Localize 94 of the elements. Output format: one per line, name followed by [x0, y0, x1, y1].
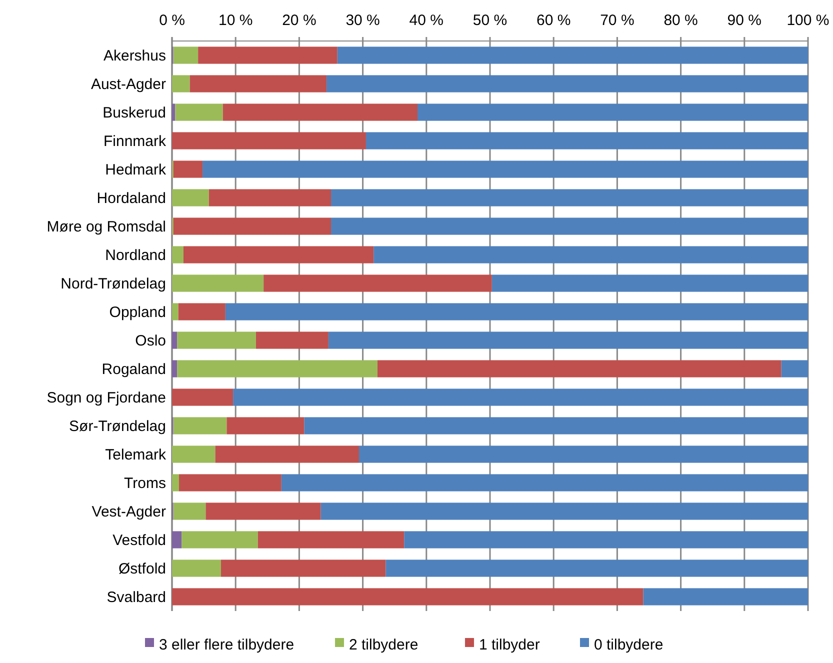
bar	[173, 502, 206, 520]
bar	[256, 332, 328, 349]
y-tick-label: Finnmark	[103, 133, 166, 150]
bar	[643, 588, 808, 606]
x-tick-label: 100 %	[786, 12, 830, 29]
bar	[337, 46, 808, 64]
bar	[175, 104, 223, 121]
bar	[178, 474, 282, 492]
y-tick-label: Troms	[124, 475, 166, 492]
x-tick-label: 50 %	[472, 12, 508, 29]
bar	[172, 446, 216, 463]
legend-label: 1 tilbyder	[479, 636, 540, 654]
bar	[172, 560, 221, 577]
bar	[304, 417, 808, 434]
bar	[281, 474, 808, 492]
bar	[190, 75, 327, 92]
legend-label: 2 tilbydere	[349, 636, 418, 654]
y-tick-label: Vestfold	[112, 532, 166, 549]
y-tick-label: Oppland	[109, 304, 166, 321]
bar	[172, 332, 178, 349]
y-tick-label: Nord-Trøndelag	[60, 276, 166, 292]
x-tick-label: 80 %	[664, 12, 698, 29]
bar	[366, 132, 808, 150]
y-tick-label: Sør-Trøndelag	[69, 418, 166, 435]
legend-label: 3 eller flere tilbydere	[159, 636, 294, 654]
bar	[172, 303, 178, 320]
bar	[222, 104, 418, 121]
bar	[198, 46, 338, 64]
bar	[404, 531, 808, 548]
bar	[320, 502, 808, 520]
x-tick-label: 70 %	[600, 12, 634, 29]
bar	[358, 446, 808, 463]
y-tick-label: Vest-Agder	[92, 504, 166, 520]
bar	[331, 218, 808, 235]
x-tick-label: 20 %	[282, 12, 316, 29]
y-tick-label: Østfold	[118, 560, 166, 578]
bar	[326, 75, 808, 92]
bar	[264, 274, 492, 292]
bar	[172, 388, 234, 406]
x-tick-label: 40 %	[409, 12, 444, 29]
bar	[172, 75, 190, 92]
bar	[178, 303, 226, 320]
bar	[172, 360, 178, 378]
x-tick-label: 10 %	[218, 12, 253, 29]
bar	[172, 474, 179, 492]
bar	[417, 104, 808, 121]
x-tick-label: 0 %	[159, 12, 185, 29]
bar	[172, 104, 176, 121]
bar	[173, 46, 198, 64]
y-tick-label: Sogn og Fjordane	[46, 390, 166, 406]
bar	[206, 502, 321, 520]
bar	[172, 531, 182, 548]
y-tick-label: Telemark	[105, 446, 166, 464]
bar	[173, 417, 227, 434]
bar	[182, 531, 258, 548]
x-tick-label: 30 %	[346, 12, 380, 29]
bar	[183, 246, 374, 264]
bar	[220, 560, 386, 577]
bar	[781, 360, 808, 378]
bar	[172, 274, 264, 292]
bar	[226, 417, 304, 434]
y-tick-label: Hedmark	[105, 162, 166, 178]
x-tick-label: 60 %	[536, 12, 571, 29]
bar	[173, 160, 203, 178]
y-tick-label: Nordland	[105, 247, 166, 264]
bar	[202, 160, 808, 178]
y-tick-label: Hordaland	[96, 190, 166, 207]
x-tick-label: 90 %	[727, 12, 762, 29]
y-tick-label: Rogaland	[102, 361, 166, 378]
y-tick-label: Oslo	[135, 332, 166, 350]
bar	[386, 560, 808, 577]
bar	[258, 531, 404, 548]
bar	[233, 388, 808, 406]
bar	[172, 189, 209, 206]
legend-label: 0 tilbydere	[594, 636, 664, 654]
bar	[177, 332, 256, 349]
bar	[374, 246, 808, 264]
y-tick-label: Møre og Romsdal	[46, 218, 166, 236]
bar	[377, 360, 782, 378]
y-tick-label: Buskerud	[102, 104, 166, 122]
bar	[172, 588, 644, 606]
bar	[177, 360, 378, 378]
bar	[215, 446, 359, 463]
bar	[172, 246, 184, 264]
bar	[173, 218, 331, 235]
bar	[492, 274, 808, 292]
y-tick-label: Svalbard	[106, 589, 166, 606]
bar	[208, 189, 331, 206]
bar	[172, 132, 366, 150]
bar	[225, 303, 808, 320]
bar	[328, 332, 808, 349]
y-tick-label: Aust-Agder	[90, 76, 166, 93]
bar	[331, 189, 808, 206]
y-tick-label: Akershus	[103, 48, 166, 64]
